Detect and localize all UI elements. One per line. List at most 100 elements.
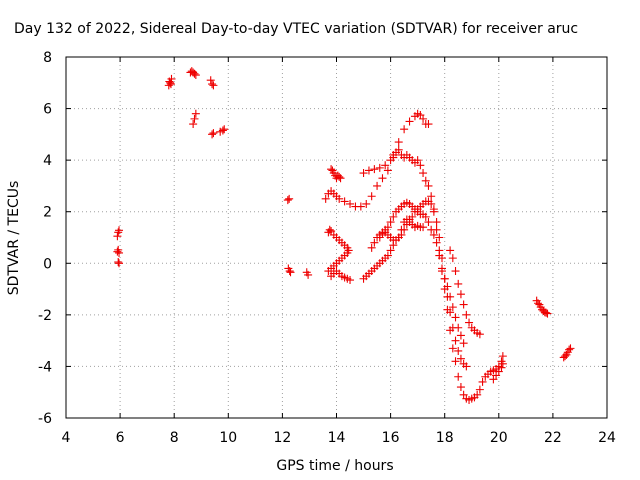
data-point — [462, 362, 471, 371]
data-point — [435, 251, 444, 260]
series-seg-8.7 — [186, 67, 200, 129]
series-seg-9.4 — [206, 76, 229, 139]
data-point — [340, 197, 349, 206]
y-tick-label: -4 — [38, 359, 52, 375]
data-point — [208, 80, 217, 89]
data-point — [473, 390, 482, 399]
data-point — [364, 166, 373, 175]
y-axis-label: SDTVAR / TECUs — [6, 181, 22, 296]
series-seg-13.6a — [321, 109, 433, 211]
chart-title: Day 132 of 2022, Sidereal Day-to-day VTE… — [14, 21, 578, 37]
data-point — [432, 238, 441, 247]
x-tick-label: 18 — [436, 430, 454, 446]
data-point — [166, 80, 175, 89]
data-point — [459, 339, 468, 348]
x-tick-label: 20 — [490, 430, 508, 446]
data-point — [206, 76, 215, 85]
data-point — [113, 247, 122, 256]
data-point — [335, 194, 344, 203]
data-point — [435, 233, 444, 242]
data-point — [565, 345, 574, 354]
data-point — [400, 225, 409, 234]
data-point — [356, 202, 365, 211]
data-point — [448, 344, 457, 353]
data-point — [283, 196, 292, 205]
y-tick-label: 6 — [43, 102, 52, 118]
data-point — [432, 218, 441, 227]
data-point — [448, 303, 457, 312]
series-seg-20 — [489, 359, 507, 384]
data-point — [114, 257, 123, 266]
data-point — [566, 344, 575, 353]
data-point — [427, 225, 436, 234]
data-point — [456, 383, 465, 392]
x-tick-label: 6 — [116, 430, 125, 446]
data-point — [451, 357, 460, 366]
data-point — [475, 330, 484, 339]
data-point — [427, 192, 436, 201]
x-tick-label: 14 — [328, 430, 346, 446]
data-point — [451, 313, 460, 322]
data-point — [383, 166, 392, 175]
data-point — [375, 163, 384, 172]
series-seg-12.2 — [283, 194, 313, 279]
data-point — [336, 174, 345, 183]
data-point — [440, 274, 449, 283]
data-point — [424, 181, 433, 190]
data-point — [383, 251, 392, 260]
y-tick-label: 4 — [43, 153, 52, 169]
data-point — [424, 218, 433, 227]
data-point — [454, 346, 463, 355]
data-point — [413, 156, 422, 165]
data-point — [220, 125, 229, 134]
data-point — [421, 176, 430, 185]
data-point — [378, 174, 387, 183]
data-point — [405, 117, 414, 126]
data-point — [335, 172, 344, 181]
data-point — [456, 331, 465, 340]
series-seg-21.5 — [532, 296, 552, 318]
data-point — [408, 212, 417, 221]
data-point — [346, 276, 355, 285]
data-point — [386, 246, 395, 255]
x-axis-label: GPS time / hours — [276, 458, 393, 474]
y-tick-label: -6 — [38, 411, 52, 427]
data-point — [429, 230, 438, 239]
data-point — [362, 199, 371, 208]
data-point — [285, 267, 294, 276]
data-points — [113, 67, 575, 404]
series-seg-7.8 — [164, 74, 176, 90]
data-point — [191, 109, 200, 118]
data-point — [209, 81, 218, 90]
data-point — [386, 156, 395, 165]
data-point — [543, 309, 552, 318]
series-seg-5.9 — [113, 226, 124, 268]
data-point — [286, 268, 295, 277]
data-point — [462, 310, 471, 319]
data-point — [381, 161, 390, 170]
data-point — [456, 290, 465, 299]
data-point — [402, 220, 411, 229]
data-point — [383, 223, 392, 232]
series-seg-22.5 — [559, 344, 575, 362]
data-point — [465, 318, 474, 327]
data-point — [454, 323, 463, 332]
data-point — [386, 218, 395, 227]
data-point — [478, 377, 487, 386]
data-point — [451, 267, 460, 276]
x-tick-label: 16 — [382, 430, 400, 446]
data-point — [321, 194, 330, 203]
data-point — [367, 192, 376, 201]
data-point — [397, 230, 406, 239]
series-seg-18b — [446, 246, 484, 339]
data-point — [498, 352, 507, 361]
data-point — [429, 205, 438, 214]
data-point — [190, 114, 199, 123]
data-point — [454, 372, 463, 381]
data-point — [375, 233, 384, 242]
y-tick-label: 2 — [43, 205, 52, 221]
data-point — [218, 126, 227, 135]
data-point — [304, 270, 313, 279]
